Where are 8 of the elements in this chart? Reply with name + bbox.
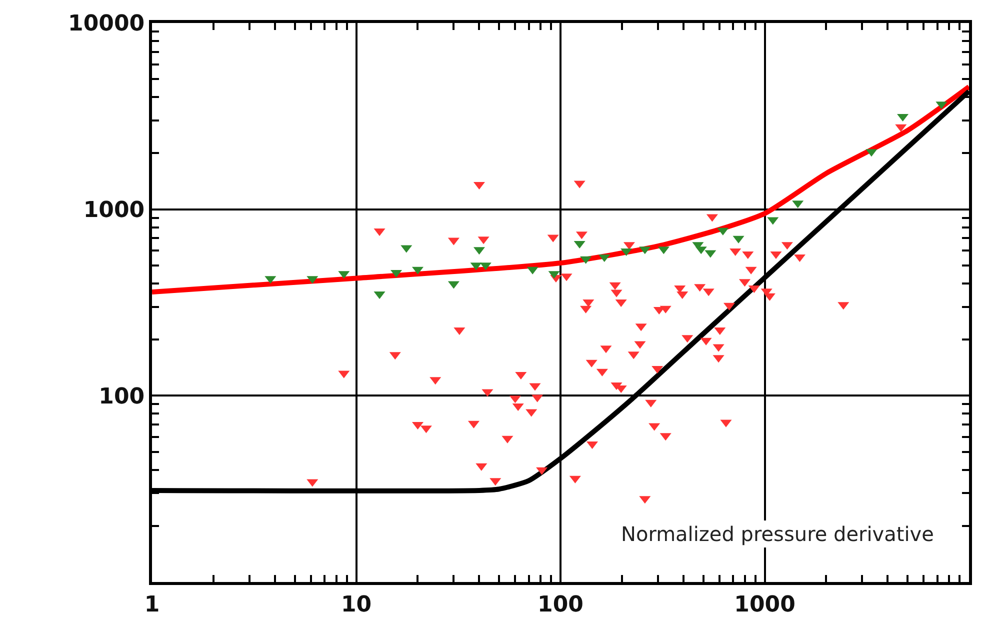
- x-tick-label: 1000: [734, 592, 796, 618]
- x-tick-label: 1: [144, 592, 160, 618]
- y-tick-label: 100: [98, 384, 145, 410]
- annotation: Normalized pressure derivative: [621, 522, 934, 546]
- y-tick-label: 1000: [83, 198, 145, 224]
- y-tick-label: 10000: [68, 12, 145, 37]
- x-tick-label: 10: [340, 592, 372, 618]
- x-tick-label: 100: [538, 592, 584, 618]
